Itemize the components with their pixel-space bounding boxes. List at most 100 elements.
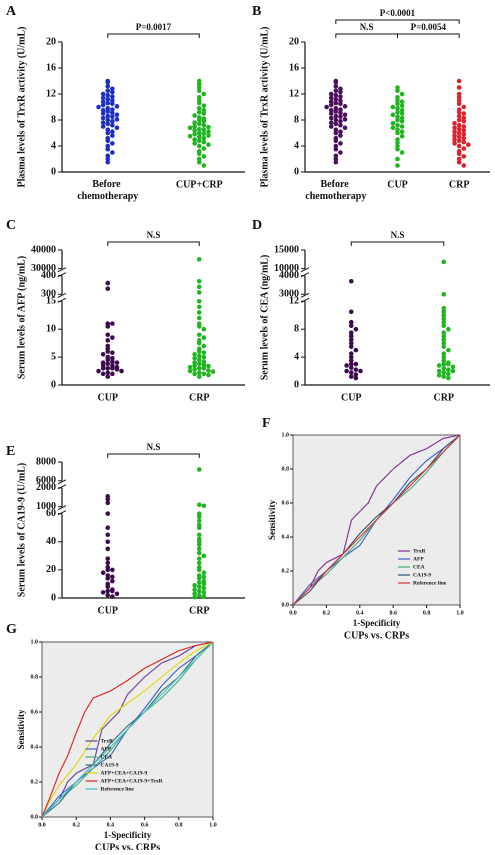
data-point	[210, 369, 216, 374]
data-point	[328, 91, 334, 97]
data-point	[105, 146, 111, 152]
data-point	[206, 363, 211, 369]
data-point	[196, 592, 202, 598]
data-point	[461, 139, 467, 145]
y-tick-label: 0	[51, 592, 56, 603]
y-tick-label: 15	[46, 296, 56, 307]
data-point	[461, 119, 467, 124]
y-tick-label: 30000	[31, 263, 56, 274]
data-point	[201, 354, 207, 360]
data-point	[201, 590, 207, 595]
data-point	[333, 80, 339, 85]
data-point	[196, 130, 202, 136]
axis-break	[57, 479, 67, 485]
data-point	[348, 354, 354, 360]
data-point	[452, 133, 457, 138]
data-point	[114, 360, 120, 365]
data-point	[333, 93, 339, 98]
data-point	[114, 125, 120, 131]
data-point	[348, 361, 354, 367]
data-point	[395, 114, 400, 120]
data-point	[105, 365, 111, 371]
data-point	[348, 337, 354, 342]
axis-break	[300, 267, 310, 273]
x-tick-label: 0.4	[107, 822, 115, 828]
data-point	[456, 101, 462, 107]
data-point	[196, 567, 202, 573]
data-point	[196, 357, 202, 363]
data-point	[196, 85, 202, 90]
axis-break	[57, 484, 67, 490]
data-point	[338, 129, 343, 134]
data-point	[441, 358, 447, 363]
data-point	[348, 374, 354, 379]
axis-break	[57, 510, 67, 516]
data-point	[201, 122, 207, 128]
data-point	[201, 163, 207, 168]
data-point	[201, 326, 207, 332]
data-point	[333, 109, 339, 114]
data-point	[196, 159, 202, 165]
panel-label: A	[6, 4, 17, 19]
data-point	[461, 104, 467, 110]
data-point	[342, 117, 348, 122]
data-point	[105, 100, 111, 106]
data-point	[196, 126, 202, 132]
data-point	[399, 150, 405, 155]
roc-curve	[41, 641, 214, 818]
data-point	[338, 119, 343, 124]
data-point	[100, 95, 106, 101]
data-point	[201, 103, 207, 108]
data-point	[192, 113, 197, 118]
roc-curve	[41, 641, 214, 818]
data-point	[196, 100, 202, 106]
data-point	[441, 340, 447, 346]
data-point	[96, 368, 101, 374]
data-point	[110, 567, 115, 573]
data-point	[395, 143, 400, 149]
data-point	[196, 299, 202, 304]
legend-label: AFP+CEA+CA19-9	[101, 770, 148, 776]
data-point	[456, 94, 462, 100]
data-point	[196, 151, 202, 157]
data-point	[441, 365, 447, 371]
data-point	[192, 124, 197, 129]
roc-curve	[292, 434, 461, 606]
data-point	[105, 106, 111, 111]
data-point	[201, 91, 207, 97]
data-point	[333, 117, 339, 123]
data-point	[466, 142, 471, 147]
data-point	[456, 159, 462, 165]
y-tick-label: 0.8	[282, 466, 290, 472]
data-point	[201, 119, 207, 124]
data-point	[338, 107, 343, 112]
comparison-bracket	[107, 241, 200, 246]
y-tick-label: 1.0	[282, 432, 290, 438]
data-point	[348, 319, 354, 325]
data-point	[395, 122, 400, 128]
data-point	[461, 135, 467, 141]
data-point	[100, 99, 106, 105]
data-point	[100, 120, 106, 125]
data-point	[328, 102, 334, 108]
y-tick-label: 0.2	[31, 779, 39, 785]
data-point	[110, 119, 115, 124]
data-point	[110, 594, 115, 599]
data-point	[328, 115, 334, 121]
y-axis-label: Serum levels of CA19-9 (U/mL)	[16, 463, 27, 597]
legend-label: AFP+CEA+CA19-9+TrxR	[101, 778, 164, 784]
data-point	[105, 592, 111, 598]
data-point	[395, 140, 400, 146]
data-point	[328, 124, 334, 129]
data-point	[333, 156, 339, 162]
data-point	[395, 156, 400, 162]
data-point	[436, 363, 442, 368]
data-point	[441, 344, 447, 349]
data-point	[399, 129, 405, 134]
data-point	[196, 588, 202, 594]
data-point	[196, 81, 202, 87]
y-tick-label: 16	[289, 62, 299, 73]
data-point	[461, 154, 467, 159]
comparison-label: P<0.0001	[380, 8, 416, 18]
data-point	[100, 352, 106, 357]
